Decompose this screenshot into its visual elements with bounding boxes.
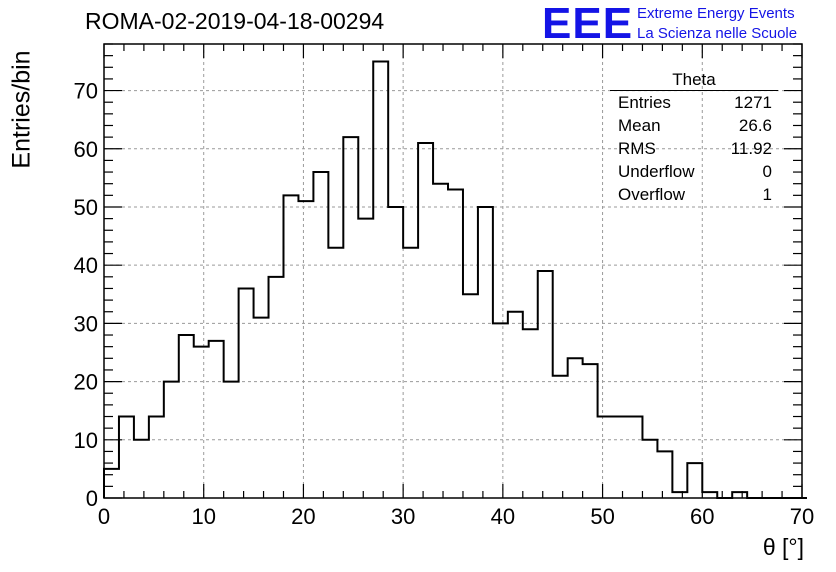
histogram-bin (478, 207, 493, 498)
histogram-bin (269, 277, 284, 498)
x-tick-label: 30 (391, 504, 415, 529)
histogram-bin (598, 417, 613, 498)
histogram-bin (119, 417, 134, 498)
histogram-bin (433, 184, 448, 498)
histogram-bin (732, 492, 747, 498)
stats-label: Underflow (618, 162, 695, 181)
x-tick-labels: 0 10 20 30 40 50 60 70 (98, 504, 814, 529)
y-tick-label: 40 (74, 253, 98, 278)
stats-label: Entries (618, 93, 671, 112)
stats-row-entries: Entries 1271 (610, 91, 778, 114)
histogram-bin (388, 207, 403, 498)
stats-box: Theta Entries 1271 Mean 26.6 RMS 11.92 U… (610, 70, 778, 206)
stats-title: Theta (610, 70, 778, 91)
histogram-bin (702, 492, 717, 498)
stats-row-overflow: Overflow 1 (610, 183, 778, 206)
histogram-bin (373, 61, 388, 498)
histogram-bin (209, 341, 224, 498)
histogram-bin (657, 451, 672, 498)
histogram-bin (104, 469, 119, 498)
y-axis-label: Entries/bin (7, 50, 36, 169)
stats-label: RMS (618, 139, 656, 158)
histogram-bin (508, 312, 523, 498)
histogram-bin (672, 492, 687, 498)
histogram-bin (687, 463, 702, 498)
y-tick-label: 30 (74, 311, 98, 336)
histogram-bin (493, 323, 508, 498)
histogram-line (103, 60, 807, 499)
histogram-bin (149, 417, 164, 498)
y-tick-label: 10 (74, 428, 98, 453)
histogram-bin (298, 201, 313, 498)
stats-row-underflow: Underflow 0 (610, 160, 778, 183)
histogram-bin (642, 440, 657, 498)
stats-value: 11.92 (730, 139, 772, 158)
histogram-bin (328, 248, 343, 498)
eee-logo: EEE (542, 0, 634, 48)
histogram-bin (568, 358, 583, 498)
grid-lines (104, 44, 802, 498)
histogram-bin (239, 288, 254, 498)
x-tick-label: 60 (690, 504, 714, 529)
histogram-bin (343, 137, 358, 498)
stats-value: 1271 (734, 93, 772, 112)
x-tick-label: 70 (790, 504, 814, 529)
logo-caption: Extreme Energy Events La Scienza nelle S… (637, 4, 797, 44)
histogram-bin (194, 347, 209, 498)
x-tick-label: 40 (491, 504, 515, 529)
y-tick-label: 70 (74, 79, 98, 104)
histogram-bin (313, 172, 328, 498)
x-tick-label: 0 (98, 504, 110, 529)
histogram-bin (224, 382, 239, 498)
histogram-bin (583, 364, 598, 498)
stats-value: 1 (762, 185, 772, 204)
y-tick-label: 60 (74, 137, 98, 162)
histogram-bin (179, 335, 194, 498)
histogram-bin (403, 248, 418, 498)
histogram-bin (283, 195, 298, 498)
stats-label: Mean (618, 116, 661, 135)
histogram-bin (164, 382, 179, 498)
histogram-bin (448, 190, 463, 498)
stats-row-mean: Mean 26.6 (610, 114, 778, 137)
stats-value: 0 (762, 162, 772, 181)
histogram-bin (358, 219, 373, 498)
histogram-bin (463, 294, 478, 498)
x-tick-label: 50 (590, 504, 614, 529)
stats-row-rms: RMS 11.92 (610, 137, 778, 160)
y-tick-label: 50 (74, 195, 98, 220)
histogram-series (103, 60, 807, 499)
stats-label: Overflow (618, 185, 686, 204)
y-tick-label: 0 (86, 486, 98, 511)
histogram-bin (134, 440, 149, 498)
plot-frame (103, 43, 803, 499)
histogram-bin (628, 417, 643, 498)
y-tick-labels: 0 10 20 30 40 50 60 70 (74, 79, 98, 511)
logo-line-1: Extreme Energy Events (637, 5, 795, 22)
x-axis-label: θ [°] (762, 534, 804, 560)
logo-line-2: La Scienza nelle Scuole (637, 25, 798, 42)
histogram-bin (553, 376, 568, 498)
y-tick-label: 20 (74, 370, 98, 395)
x-tick-label: 10 (191, 504, 215, 529)
histogram-bin (254, 318, 269, 498)
histogram-bin (523, 329, 538, 498)
x-tick-label: 20 (291, 504, 315, 529)
axis-ticks (103, 43, 803, 499)
stats-value: 26.6 (738, 116, 772, 135)
histogram-bin (613, 417, 628, 498)
histogram-bin (538, 271, 553, 498)
run-title: ROMA-02-2019-04-18-00294 (85, 8, 385, 34)
histogram-bin (418, 143, 433, 498)
